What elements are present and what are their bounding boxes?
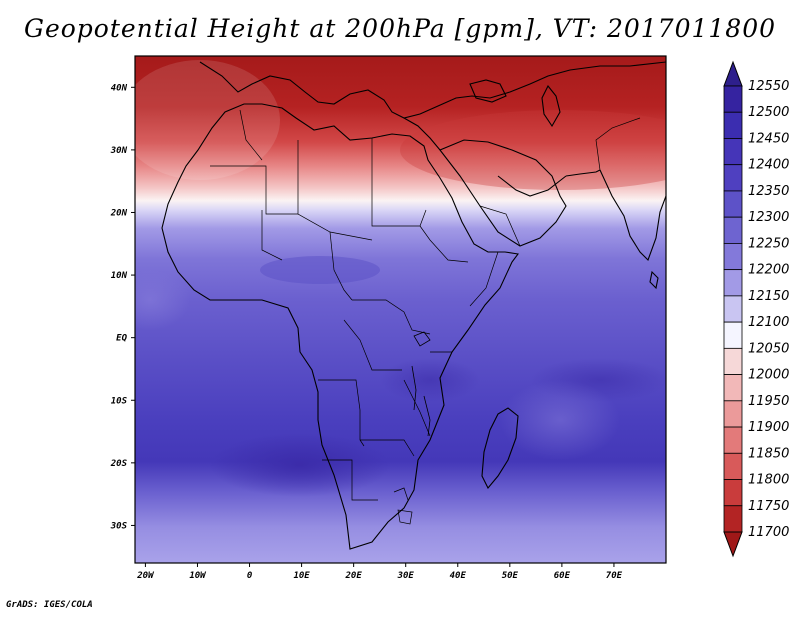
colorbar-swatch <box>723 111 743 139</box>
colorbar-label: 12350 <box>748 184 789 199</box>
colorbar-label: 12450 <box>748 131 789 146</box>
colorbar-swatch <box>723 374 743 402</box>
lon-tick-label: 20W <box>136 571 155 581</box>
lat-tick-label: 40N <box>111 83 128 93</box>
lon-tick-label: 10W <box>189 571 207 581</box>
colorbar-label: 12250 <box>748 236 789 251</box>
map-frame <box>134 55 667 564</box>
lon-tick-label: 0 <box>247 571 253 581</box>
colorbar-swatch <box>723 164 743 192</box>
colorbar-label: 12500 <box>748 105 789 120</box>
colorbar-overflow-arrow <box>723 60 743 87</box>
coastline-africa <box>161 103 519 550</box>
colorbar-label: 11700 <box>748 525 789 540</box>
colorbar-swatch <box>723 479 743 507</box>
colorbar-label: 11900 <box>748 420 789 435</box>
lat-tick-label: 20N <box>110 208 128 218</box>
coastline-madagascar <box>481 407 519 489</box>
colorbar-swatch <box>723 138 743 166</box>
lon-tick-label: 50E <box>502 571 519 581</box>
coastlines <box>161 61 666 550</box>
colorbar-swatch <box>723 347 743 375</box>
lat-tick-label: 30S <box>110 521 128 531</box>
lat-tick-label: 20S <box>110 459 128 469</box>
colorbar-label: 12300 <box>748 210 789 225</box>
colorbar-swatch <box>723 321 743 349</box>
latitude-axis: 40N 30N 20N 10N EQ 10S 20S 30S <box>110 83 135 531</box>
lon-tick-label: 70E <box>606 571 623 581</box>
colorbar-swatch <box>723 85 743 113</box>
lon-tick-label: 40E <box>450 571 467 581</box>
lat-tick-label: 10S <box>111 396 128 406</box>
colorbar-label: 12550 <box>748 79 789 94</box>
colorbar-label: 11850 <box>748 446 789 461</box>
colorbar-label: 11800 <box>748 473 789 488</box>
coastline-europe <box>199 61 666 119</box>
colorbar-swatch <box>723 243 743 271</box>
coastline-arabia <box>439 139 567 247</box>
colorbar-swatch <box>723 190 743 218</box>
colorbar-label: 12000 <box>748 368 789 383</box>
colorbar-label: 12100 <box>748 315 789 330</box>
lakes <box>411 331 431 437</box>
colorbar-swatch <box>723 452 743 480</box>
lon-tick-label: 30E <box>397 571 415 581</box>
colorbar-swatch <box>723 295 743 323</box>
lon-tick-label: 20E <box>345 571 363 581</box>
colorbar-label: 12150 <box>748 289 789 304</box>
lat-tick-label: 10N <box>111 271 128 281</box>
country-borders <box>210 109 641 525</box>
map-title: Geopotential Height at 200hPa [gpm], VT:… <box>23 14 777 43</box>
longitude-axis: 20W 10W 0 10E 20E 30E 40E 50E 60E 70E <box>136 563 623 581</box>
lat-tick-label: 30N <box>110 146 128 156</box>
colorbar-label: 11750 <box>748 499 789 514</box>
lon-tick-label: 10E <box>293 571 310 581</box>
grads-credit: GrADS: IGES/COLA <box>6 600 93 610</box>
colorbar-label: 12200 <box>748 263 789 278</box>
geopotential-field <box>135 56 666 563</box>
colorbar-swatch <box>723 269 743 297</box>
colorbar-swatch <box>723 400 743 428</box>
colorbar-label: 12400 <box>748 158 789 173</box>
colorbar-swatch <box>723 505 743 533</box>
colorbar: 12550 12500 12450 12400 12350 12300 12250 12200… <box>723 60 789 558</box>
colorbar-swatch <box>723 426 743 454</box>
lat-tick-label: EQ <box>116 334 127 344</box>
colorbar-swatch <box>723 216 743 244</box>
colorbar-label: 11950 <box>748 394 789 409</box>
coastline-india <box>599 169 666 261</box>
colorbar-underflow-arrow <box>723 531 743 558</box>
lon-tick-label: 60E <box>554 571 571 581</box>
colorbar-label: 12050 <box>748 341 789 356</box>
